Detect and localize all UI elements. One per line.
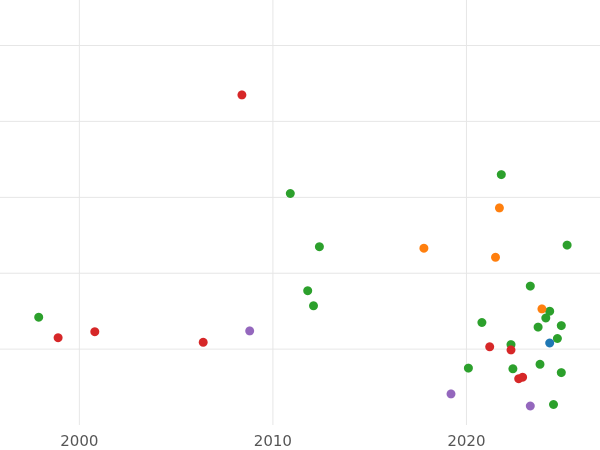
data-point (309, 301, 318, 311)
data-point (525, 281, 535, 291)
x-tick-label: 2010 (254, 432, 292, 450)
data-point (463, 363, 473, 373)
data-point (446, 389, 456, 399)
data-points (34, 90, 572, 411)
data-point (477, 318, 487, 327)
x-tick-label: 2000 (60, 432, 98, 450)
gridlines (0, 0, 600, 425)
data-point (535, 359, 545, 369)
data-point (285, 189, 295, 198)
data-point (34, 312, 44, 322)
data-point (485, 342, 495, 352)
data-point (518, 372, 528, 382)
data-point (491, 252, 500, 262)
data-point (525, 401, 535, 411)
data-point (496, 170, 506, 180)
data-point (198, 337, 208, 347)
data-point (549, 400, 558, 409)
data-point (556, 321, 566, 331)
data-point (537, 304, 547, 314)
data-point (245, 326, 255, 336)
data-point (314, 242, 324, 252)
data-point (552, 334, 562, 343)
data-point (90, 327, 100, 337)
data-point (494, 203, 504, 213)
x-tick-label: 2020 (447, 432, 485, 450)
data-point (303, 286, 313, 296)
data-point (419, 243, 429, 253)
data-point (506, 345, 516, 355)
x-axis-tick-labels: 2000 2010 2020 (60, 432, 485, 450)
data-point (508, 364, 518, 374)
data-point (53, 333, 63, 343)
data-point (533, 322, 543, 332)
data-point (562, 240, 572, 250)
data-point (556, 368, 566, 378)
data-point (541, 313, 551, 323)
data-point (545, 306, 555, 316)
data-point (237, 90, 247, 100)
data-point (545, 338, 555, 348)
